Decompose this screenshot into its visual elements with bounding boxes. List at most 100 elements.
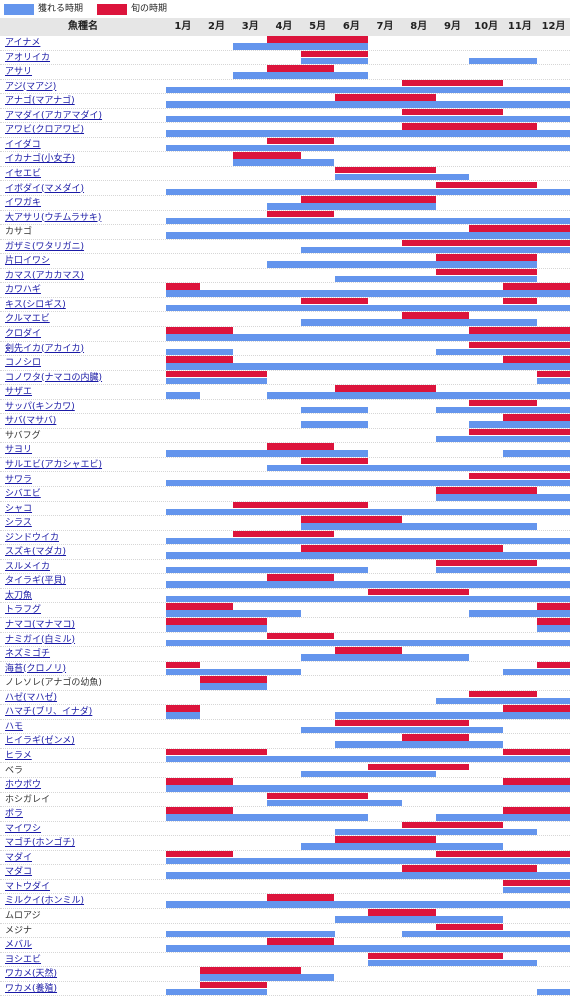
fish-name-link[interactable]: ハマチ(ブリ、イナダ) xyxy=(5,707,93,718)
season-bar xyxy=(401,734,470,741)
catch-bar xyxy=(166,130,571,137)
fish-name-link[interactable]: シラス xyxy=(5,518,32,529)
fish-name-link[interactable]: クロダイ xyxy=(5,329,42,339)
fish-name-link[interactable]: コノシロ xyxy=(5,358,42,369)
season-bar xyxy=(166,807,234,814)
catch-bar xyxy=(166,217,571,225)
table-row: マゴチ(ホンゴチ) xyxy=(0,836,570,851)
fish-name-link[interactable]: トラフグ xyxy=(5,605,42,616)
catch-bar xyxy=(267,392,571,399)
fish-name-link[interactable]: マダコ xyxy=(5,867,33,878)
table-row: トラフグ xyxy=(0,603,571,618)
fish-name-link[interactable]: ネズミゴチ xyxy=(5,649,51,660)
fish-name-link[interactable]: ミルクイ(ホンミル) xyxy=(5,896,85,907)
fish-name-link[interactable]: サヨリ xyxy=(5,445,33,456)
fish-name-link[interactable]: ワカメ(天然) xyxy=(5,969,58,980)
fish-name-link[interactable]: ナミガイ(白ミル) xyxy=(5,634,76,645)
fish-name-link[interactable]: アイナメ xyxy=(5,38,41,48)
season-bar xyxy=(166,603,234,610)
table-row: サッパ(キンカワ) xyxy=(0,399,571,415)
fish-name-link[interactable]: メバル xyxy=(5,940,33,951)
catch-bar xyxy=(166,945,571,952)
fish-name-link[interactable]: ナマコ(マナマコ) xyxy=(5,620,76,630)
season-bar xyxy=(368,763,470,770)
month-header: 11月 xyxy=(507,21,532,32)
fish-name-link[interactable]: 大アサリ(ウチムラサキ) xyxy=(5,212,102,223)
fish-name-link[interactable]: ガザミ(ワタリガニ) xyxy=(5,241,85,252)
fish-name-link[interactable]: カマス(アカカマス) xyxy=(5,270,85,281)
catch-bar xyxy=(435,697,571,705)
fish-name-link[interactable]: イボダイ(マメダイ) xyxy=(5,183,85,194)
fish-name-link[interactable]: マトウダイ xyxy=(5,881,51,892)
fish-name-link[interactable]: サルエビ(アカシャエビ) xyxy=(5,459,103,470)
fish-name-link[interactable]: シバエビ xyxy=(5,489,41,500)
fish-name-link[interactable]: サバ(マサバ) xyxy=(5,416,57,427)
fish-name-link[interactable]: カワハギ xyxy=(5,285,41,296)
fish-name-link[interactable]: スズキ(マダカ) xyxy=(5,547,67,558)
fish-name-link[interactable]: ボラ xyxy=(5,809,24,820)
catch-bar xyxy=(300,726,503,734)
season-bar xyxy=(536,661,571,669)
fish-name-link[interactable]: サザエ xyxy=(5,387,33,398)
fish-name-link[interactable]: アマダイ(アカアマダイ) xyxy=(5,110,103,121)
catch-bar xyxy=(503,886,571,894)
fish-name-link[interactable]: ワカメ(養殖) xyxy=(5,983,58,994)
month-header: 3月 xyxy=(241,21,259,32)
fish-name-link[interactable]: スルメイカ xyxy=(5,561,51,572)
season-bar xyxy=(435,559,537,567)
catch-bar xyxy=(166,930,335,938)
catch-bar xyxy=(300,319,537,326)
catch-bar xyxy=(334,741,503,748)
fish-name-link[interactable]: コノワタ(ナマコの内臓) xyxy=(5,372,103,383)
fish-name-link[interactable]: 片口イワシ xyxy=(5,256,51,267)
fish-name-link[interactable]: アワビ(クロアワビ) xyxy=(5,125,85,136)
table-row: 太刀魚 xyxy=(0,588,571,604)
fish-name-link[interactable]: シャコ xyxy=(5,503,33,514)
fish-name-link[interactable]: クルマエビ xyxy=(5,314,50,325)
catch-bar xyxy=(166,639,571,647)
fish-name-link[interactable]: ジンドウイカ xyxy=(5,532,60,543)
fish-name-link[interactable]: マゴチ(ホンゴチ) xyxy=(5,838,76,849)
fish-name-link[interactable]: 海苔(クロノリ) xyxy=(5,663,67,674)
catch-bar xyxy=(166,668,301,676)
fish-name-link[interactable]: イセエビ xyxy=(5,168,42,179)
season-bar xyxy=(368,588,470,596)
fish-name-link[interactable]: ヨシエビ xyxy=(5,954,42,965)
fish-name-link[interactable]: ヒイラギ(ゼンメ) xyxy=(5,736,75,747)
fish-name-link[interactable]: アナゴ(マアナゴ) xyxy=(5,96,75,107)
fish-name-link[interactable]: マイワシ xyxy=(5,823,42,834)
fish-name-link[interactable]: イワガキ xyxy=(5,198,42,209)
season-bar xyxy=(401,312,470,319)
fish-name-link[interactable]: 剣先イカ(アカイカ) xyxy=(5,343,85,354)
season-bar xyxy=(503,705,571,712)
fish-name-link[interactable]: アジ(マアジ) xyxy=(5,81,57,92)
catch-bar xyxy=(166,552,571,559)
fish-name-link[interactable]: 太刀魚 xyxy=(5,590,33,601)
catch-bar xyxy=(166,610,301,617)
table-row: サバ(マサバ) xyxy=(0,414,571,429)
fish-name-link[interactable]: イカナゴ(小女子) xyxy=(5,154,76,165)
fish-name-link[interactable]: マダイ xyxy=(5,852,33,863)
fish-name-link[interactable]: キス(シロギス) xyxy=(5,299,66,310)
fish-name-link[interactable]: アサリ xyxy=(5,67,33,78)
table-row: ヒイラギ(ゼンメ) xyxy=(0,734,570,749)
fish-name-link[interactable]: ハゼ(マハゼ) xyxy=(5,692,58,703)
catch-bar xyxy=(199,683,268,690)
fish-name-link[interactable]: ヒラメ xyxy=(5,750,32,761)
fish-name-link[interactable]: アオリイカ xyxy=(5,52,51,63)
table-row: サルエビ(アカシャエビ) xyxy=(0,457,571,473)
catch-bar xyxy=(199,974,335,981)
catch-bar xyxy=(300,406,369,414)
table-row: ワカメ(天然) xyxy=(0,967,570,982)
fish-name-link[interactable]: イイダコ xyxy=(5,139,41,150)
fish-name-link[interactable]: タイラギ(平貝) xyxy=(5,576,67,587)
fish-name-link[interactable]: ハモ xyxy=(5,721,24,732)
fish-name-link[interactable]: サワラ xyxy=(5,474,33,485)
table-header: 魚種名 1月 2月 3月 4月 5月 6月 7月 8月 9月 10月 11月 12月 xyxy=(0,18,570,36)
fish-name-link[interactable]: ホウボウ xyxy=(5,780,42,791)
fish-name-link[interactable]: サッパ(キンカワ) xyxy=(5,401,75,412)
catch-bar xyxy=(166,625,268,632)
table-row: ネズミゴチ xyxy=(0,647,570,662)
season-bar xyxy=(469,690,537,698)
fish-name: ベラ xyxy=(5,765,24,776)
